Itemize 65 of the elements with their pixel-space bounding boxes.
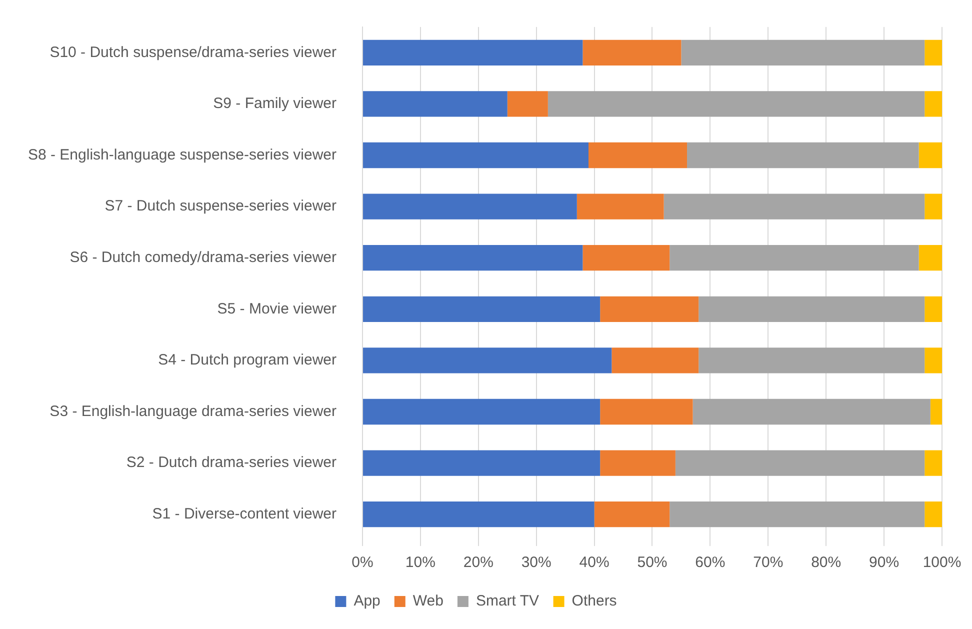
y-tick-label: S4 - Dutch program viewer [158, 352, 336, 369]
bar [664, 194, 925, 220]
bar [362, 142, 589, 168]
x-tick-label: 0% [352, 554, 374, 572]
x-tick-label: 30% [521, 554, 552, 572]
bar [924, 296, 942, 322]
x-tick-label: 60% [695, 554, 726, 572]
bar [687, 142, 919, 168]
bar [924, 91, 942, 117]
bar [362, 450, 600, 476]
bar [576, 194, 664, 220]
bar [362, 398, 600, 425]
x-tick-label: 100% [922, 554, 962, 572]
bar [698, 348, 925, 374]
bar [692, 398, 930, 425]
x-tick-label: 70% [753, 554, 784, 572]
bar [698, 296, 925, 322]
bar [924, 40, 942, 66]
bar [548, 91, 925, 117]
x-tick-label: 20% [463, 554, 494, 572]
bar [918, 142, 942, 168]
x-tick-label: 40% [579, 554, 610, 572]
bar [924, 502, 942, 528]
bar [588, 142, 688, 168]
bar [930, 398, 942, 425]
bar [924, 348, 942, 374]
bar [600, 398, 693, 425]
x-tick-label: 10% [405, 554, 436, 572]
x-tick-label: 80% [811, 554, 842, 572]
bar [600, 296, 699, 322]
y-tick-label: S6 - Dutch comedy/drama-series viewer [70, 248, 336, 266]
y-tick-label: S9 - Family viewer [213, 95, 336, 112]
y-tick-label: S2 - Dutch drama-series viewer [126, 454, 336, 472]
x-tick-label: 50% [637, 554, 668, 572]
bar [582, 245, 670, 271]
bar [362, 194, 577, 220]
bar [670, 245, 919, 271]
bar [582, 40, 682, 66]
y-tick-label: S1 - Diverse-content viewer [152, 505, 336, 522]
bar [594, 502, 670, 528]
bar [600, 450, 676, 476]
bar [681, 40, 925, 66]
bar [612, 348, 699, 374]
bar [924, 450, 942, 476]
y-tick-label: S7 - Dutch suspense-series viewer [104, 198, 336, 215]
bar [362, 348, 612, 374]
y-tick-label: S3 - English-language drama-series viewer [50, 402, 336, 420]
bar [918, 245, 942, 271]
bar [362, 245, 583, 271]
x-tick-label: 90% [869, 554, 900, 572]
y-tick-label: S8 - English-language suspense-series viewer [28, 146, 336, 164]
legend-label: Others [572, 592, 617, 610]
bar [675, 450, 925, 476]
bar [670, 502, 925, 528]
legend-label: Smart TV [476, 592, 540, 610]
bar [924, 194, 942, 220]
bar [362, 40, 583, 66]
legend-label: Web [412, 592, 444, 610]
y-tick-label: S5 - Movie viewer [217, 300, 336, 318]
legend-label: App [354, 592, 380, 610]
bar [362, 502, 594, 528]
bar [362, 91, 508, 117]
y-tick-label: S10 - Dutch suspense/drama-series viewer [50, 44, 336, 61]
bar [362, 296, 600, 322]
bar [507, 91, 548, 117]
